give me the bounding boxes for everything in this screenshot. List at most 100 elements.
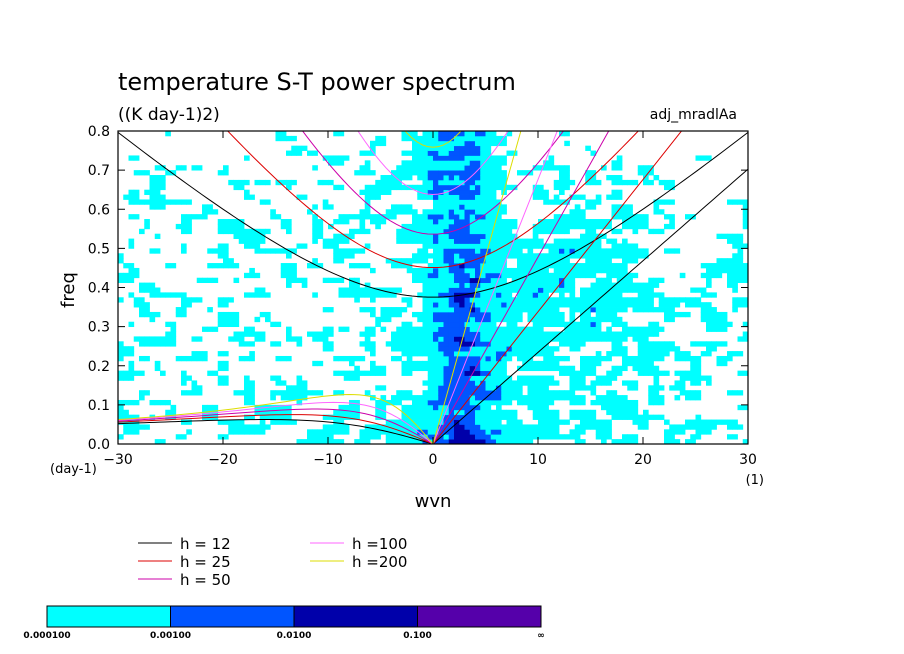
contour-cell xyxy=(265,292,271,298)
contour-cell xyxy=(506,292,513,298)
contour-cell xyxy=(532,409,539,416)
contour-cell xyxy=(490,165,497,171)
contour-cell xyxy=(349,292,355,298)
contour-cell xyxy=(543,302,549,308)
contour-cell xyxy=(485,135,492,142)
contour-cell xyxy=(144,390,150,396)
contour-cell xyxy=(490,429,497,435)
contour-cell xyxy=(700,272,707,279)
contour-cell xyxy=(349,409,355,416)
contour-cell xyxy=(548,223,555,230)
contour-cell xyxy=(669,439,675,444)
contour-cell xyxy=(364,160,371,166)
contour-cell xyxy=(485,355,492,362)
contour-cell xyxy=(338,233,345,239)
contour-cell xyxy=(128,267,135,274)
contour-cell xyxy=(349,282,355,288)
contour-cell xyxy=(480,150,486,156)
contour-cell xyxy=(643,223,649,230)
contour-cell xyxy=(559,419,565,425)
contour-cell xyxy=(506,409,513,416)
contour-cell xyxy=(375,385,381,391)
contour-cell xyxy=(196,336,203,342)
contour-cell xyxy=(128,360,135,367)
contour-cell xyxy=(359,331,366,337)
contour-cell xyxy=(160,292,166,298)
contour-cell xyxy=(343,424,350,430)
contour-cell xyxy=(606,409,612,416)
contour-cell xyxy=(496,395,502,401)
contour-cell xyxy=(490,385,497,391)
kelvin-curve xyxy=(432,131,558,444)
contour-cell xyxy=(401,414,408,420)
contour-cell xyxy=(349,375,355,381)
contour-cell xyxy=(380,385,387,391)
contour-cell xyxy=(559,365,565,372)
contour-cell xyxy=(469,238,476,244)
contour-cell xyxy=(459,439,465,444)
contour-cell xyxy=(543,277,549,284)
contour-cell xyxy=(307,434,313,440)
contour-cell xyxy=(464,140,471,147)
contour-cell xyxy=(417,439,423,444)
contour-cell xyxy=(590,287,597,293)
contour-cell xyxy=(543,404,549,411)
contour-cell xyxy=(580,370,586,376)
contour-cell xyxy=(496,370,502,376)
y-axis-label: freq xyxy=(58,272,79,308)
contour-cell xyxy=(154,365,161,372)
contour-cell xyxy=(695,155,702,161)
contour-cell xyxy=(343,219,350,225)
contour-cell xyxy=(590,297,597,303)
contour-cell xyxy=(223,297,229,303)
contour-cell xyxy=(396,395,402,401)
contour-cell xyxy=(212,263,219,269)
contour-cell xyxy=(396,204,402,210)
contour-cell xyxy=(685,419,691,425)
contour-cell xyxy=(606,326,612,332)
contour-cell xyxy=(427,360,434,367)
contour-cell xyxy=(585,365,591,372)
contour-cell xyxy=(448,287,455,293)
contour-cell xyxy=(406,223,413,230)
contour-cell xyxy=(128,346,135,352)
contour-cell xyxy=(443,214,450,220)
contour-cell xyxy=(443,341,450,347)
contour-cell xyxy=(538,272,544,279)
contour-cell xyxy=(517,375,523,381)
contour-cell xyxy=(333,277,339,284)
contour-cell xyxy=(669,424,675,430)
contour-cell xyxy=(685,302,691,308)
contour-cell xyxy=(312,150,318,156)
contour-cell xyxy=(496,248,502,254)
contour-cell xyxy=(611,292,618,298)
contour-cell xyxy=(391,331,397,337)
contour-cell xyxy=(443,194,450,200)
contour-cell xyxy=(506,331,513,337)
contour-cell xyxy=(559,331,565,337)
contour-cell xyxy=(585,292,591,298)
contour-cell xyxy=(522,302,528,308)
contour-cell xyxy=(643,175,649,181)
contour-cell xyxy=(616,316,623,323)
contour-cell xyxy=(181,292,187,298)
contour-cell xyxy=(648,355,654,362)
contour-cell xyxy=(685,395,691,401)
contour-cell xyxy=(711,419,717,425)
contour-cell xyxy=(380,140,387,147)
contour-cell xyxy=(664,184,670,191)
contour-cell xyxy=(496,184,502,191)
contour-cell xyxy=(496,228,502,235)
contour-cell xyxy=(259,233,266,239)
contour-cell xyxy=(459,253,465,259)
contour-cell xyxy=(181,434,187,440)
contour-cell xyxy=(412,336,418,342)
contour-cell xyxy=(354,287,360,293)
contour-cell xyxy=(244,238,250,244)
contour-cell xyxy=(480,331,486,337)
contour-cell xyxy=(485,380,492,386)
contour-cell xyxy=(422,150,429,156)
contour-cell xyxy=(370,429,376,435)
contour-cell xyxy=(280,390,287,396)
contour-cell xyxy=(165,331,171,337)
